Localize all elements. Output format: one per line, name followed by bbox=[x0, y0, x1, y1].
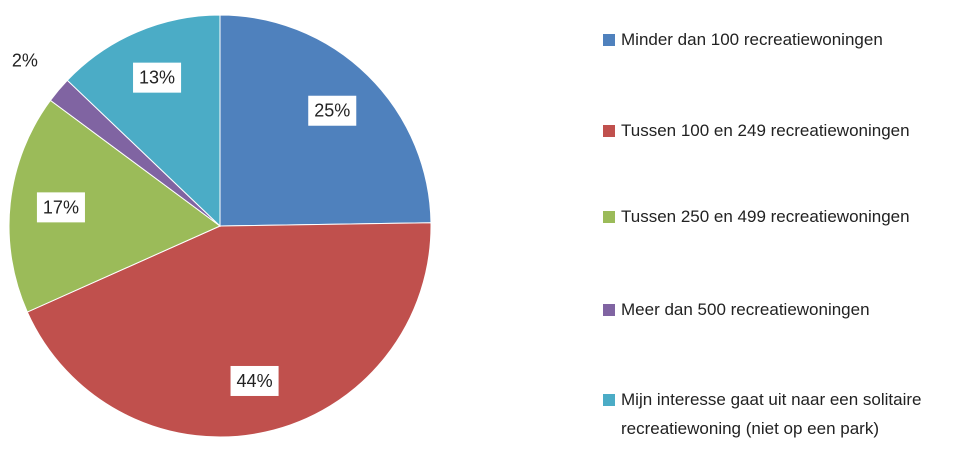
data-label-group: 44% bbox=[230, 365, 279, 396]
chart: 25% 44% 17% 2% 13% bbox=[8, 14, 432, 438]
data-label-group: 13% bbox=[133, 62, 182, 93]
pie-slice bbox=[66, 14, 221, 228]
data-label-group: 2% bbox=[12, 51, 38, 71]
legend-label: Tussen 100 en 249 recreatiewoningen bbox=[621, 121, 910, 140]
legend-swatch bbox=[603, 394, 615, 406]
legend-label: Meer dan 500 recreatiewoningen bbox=[621, 300, 870, 319]
legend-item: Minder dan 100 recreatiewoningen bbox=[603, 25, 965, 54]
pie-slice bbox=[26, 222, 432, 438]
data-label: 25% bbox=[314, 101, 350, 121]
data-label-group: 17% bbox=[36, 192, 85, 223]
data-label-box bbox=[133, 62, 182, 93]
legend-item: Meer dan 500 recreatiewoningen bbox=[603, 295, 965, 324]
data-label-box bbox=[230, 365, 279, 396]
legend-swatch bbox=[603, 211, 615, 223]
legend-item: Mijn interesse gaat uit naar een solitai… bbox=[603, 385, 965, 443]
data-label: 13% bbox=[139, 68, 175, 88]
legend-swatch bbox=[603, 304, 615, 316]
data-label: 2% bbox=[12, 51, 38, 71]
legend-label: Mijn interesse gaat uit naar een solitai… bbox=[621, 390, 922, 438]
legend-item: Tussen 250 en 499 recreatiewoningen bbox=[603, 202, 965, 231]
data-label: 44% bbox=[237, 371, 273, 391]
pie-slice bbox=[8, 99, 221, 313]
data-label-box bbox=[36, 192, 85, 223]
legend-swatch bbox=[603, 34, 615, 46]
legend-item: Tussen 100 en 249 recreatiewoningen bbox=[603, 116, 965, 145]
data-label: 17% bbox=[43, 197, 79, 217]
legend-label: Tussen 250 en 499 recreatiewoningen bbox=[621, 207, 910, 226]
data-label-group: 25% bbox=[308, 95, 357, 126]
legend-swatch bbox=[603, 125, 615, 137]
legend-label: Minder dan 100 recreatiewoningen bbox=[621, 30, 883, 49]
data-label-box bbox=[308, 95, 357, 126]
